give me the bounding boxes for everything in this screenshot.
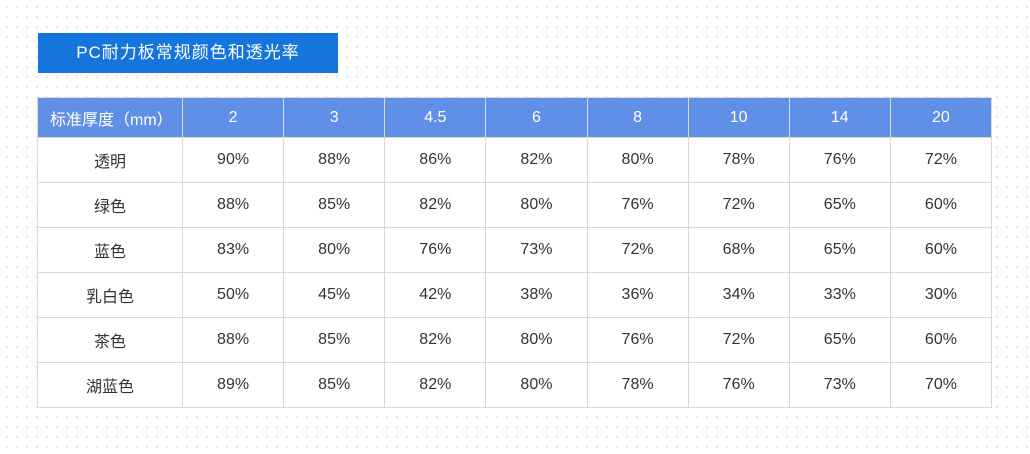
transmittance-cell: 72% [889,137,993,183]
thickness-header-cell: 10 [687,97,790,138]
color-row-label: 透明 [37,137,183,183]
transmittance-cell: 34% [687,272,790,318]
color-row-label: 绿色 [37,182,183,228]
table-row: 乳白色 50% 45% 42% 38% 36% 34% 33% 30% [37,272,993,318]
transmittance-cell: 78% [687,137,790,183]
table-header: 标准厚度（mm） 2 3 4.5 6 8 10 14 20 [37,97,993,138]
color-row-label: 湖蓝色 [37,362,183,408]
table-row: 蓝色 83% 80% 76% 73% 72% 68% 65% 60% [37,227,993,273]
transmittance-cell: 80% [485,182,588,228]
transmittance-cell: 82% [384,317,487,363]
table-row: 湖蓝色 89% 85% 82% 80% 78% 76% 73% 70% [37,362,993,408]
page-title: PC耐力板常规颜色和透光率 [38,33,338,73]
table-row: 茶色 88% 85% 82% 80% 76% 72% 65% 60% [37,317,993,363]
transmittance-cell: 82% [485,137,588,183]
transmittance-cell: 85% [283,362,386,408]
transmittance-cell: 76% [384,227,487,273]
transmittance-cell: 76% [586,182,689,228]
transmittance-cell: 88% [283,137,386,183]
table-row: 绿色 88% 85% 82% 80% 76% 72% 65% 60% [37,182,993,228]
transmittance-cell: 30% [889,272,993,318]
transmittance-cell: 88% [181,317,285,363]
thickness-header-cell: 8 [586,97,689,138]
transmittance-cell: 82% [384,362,487,408]
transmittance-cell: 60% [889,317,993,363]
transmittance-cell: 70% [889,362,993,408]
transmittance-cell: 50% [181,272,285,318]
transmittance-cell: 60% [889,227,993,273]
transmittance-cell: 65% [788,317,891,363]
transmittance-cell: 68% [687,227,790,273]
transmittance-cell: 36% [586,272,689,318]
transmittance-cell: 33% [788,272,891,318]
transmittance-cell: 86% [384,137,487,183]
thickness-header-cell: 3 [283,97,386,138]
transmittance-cell: 89% [181,362,285,408]
transmittance-cell: 76% [586,317,689,363]
transmittance-cell: 45% [283,272,386,318]
transmittance-cell: 80% [283,227,386,273]
transmittance-cell: 90% [181,137,285,183]
transmittance-cell: 38% [485,272,588,318]
thickness-header-cell: 2 [181,97,285,138]
transmittance-cell: 76% [788,137,891,183]
transmittance-cell: 72% [687,182,790,228]
transmittance-cell: 65% [788,227,891,273]
thickness-header-cell: 20 [889,97,993,138]
transmittance-table: 标准厚度（mm） 2 3 4.5 6 8 10 14 20 透明 90% 88% 86% 82% 80%… [37,97,993,408]
transmittance-cell: 65% [788,182,891,228]
transmittance-cell: 82% [384,182,487,228]
table-row: 透明 90% 88% 86% 82% 80% 78% 76% 72% [37,137,993,183]
color-row-label: 蓝色 [37,227,183,273]
thickness-header-cell: 14 [788,97,891,138]
transmittance-cell: 76% [687,362,790,408]
transmittance-cell: 72% [586,227,689,273]
transmittance-cell: 60% [889,182,993,228]
transmittance-cell: 42% [384,272,487,318]
color-row-label: 茶色 [37,317,183,363]
transmittance-cell: 85% [283,317,386,363]
table-header-row: 标准厚度（mm） 2 3 4.5 6 8 10 14 20 [37,97,993,138]
transmittance-cell: 73% [788,362,891,408]
thickness-header-cell: 6 [485,97,588,138]
color-row-label: 乳白色 [37,272,183,318]
transmittance-cell: 88% [181,182,285,228]
transmittance-cell: 78% [586,362,689,408]
table-body: 透明 90% 88% 86% 82% 80% 78% 76% 72% 绿色 88% 85% 82% 80%… [37,137,993,408]
transmittance-cell: 73% [485,227,588,273]
transmittance-cell: 80% [485,362,588,408]
transmittance-cell: 80% [485,317,588,363]
transmittance-cell: 80% [586,137,689,183]
thickness-corner-header: 标准厚度（mm） [37,97,183,138]
transmittance-cell: 85% [283,182,386,228]
transmittance-cell: 83% [181,227,285,273]
transmittance-cell: 72% [687,317,790,363]
thickness-header-cell: 4.5 [384,97,487,138]
